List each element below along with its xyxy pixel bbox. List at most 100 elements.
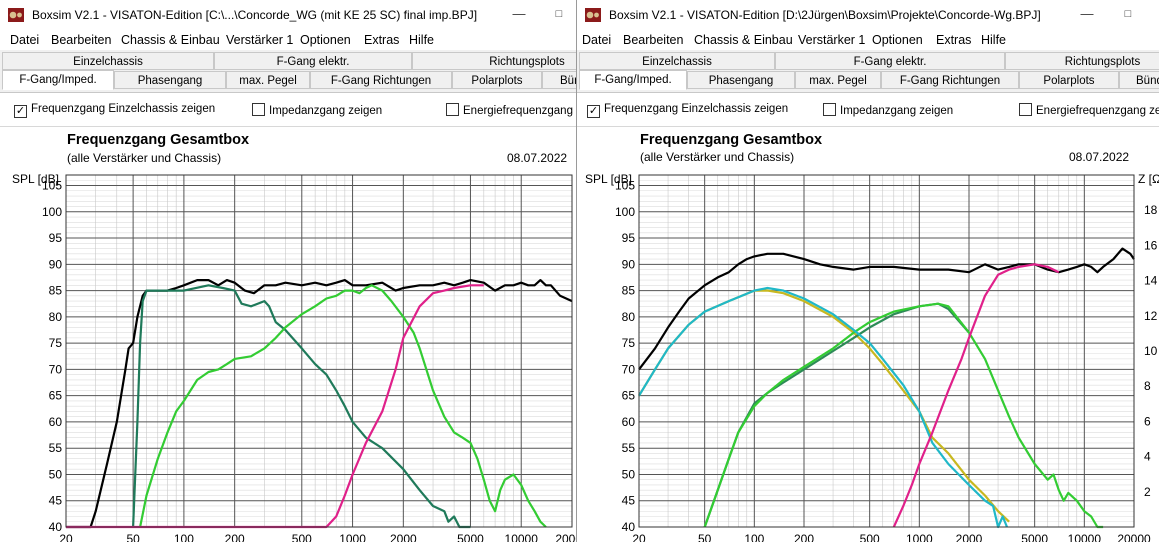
menu-datei[interactable]: Datei — [10, 33, 40, 47]
y-tick-label: 80 — [622, 310, 636, 324]
maximize-icon[interactable]: □ — [555, 8, 563, 20]
y-axis-label: SPL [dB] — [585, 172, 632, 186]
tab-f-gang-elektr[interactable]: F-Gang elektr. — [214, 52, 412, 70]
menu-hilfe[interactable]: Hilfe — [981, 33, 1007, 47]
checkbox-label: Impedanzgang zeigen — [269, 105, 383, 117]
menu-optionen[interactable]: Optionen — [300, 33, 351, 47]
y2-tick-label: 12 — [1144, 309, 1158, 323]
tab-f-gang-elektr[interactable]: F-Gang elektr. — [775, 52, 1005, 70]
title-bar[interactable]: Boxsim V2.1 - VISATON-Edition [C:\...\Co… — [0, 0, 576, 30]
tab-richtungsplots[interactable]: Richtungsplots — [412, 52, 576, 70]
series-line-2 — [132, 284, 471, 529]
menu-hilfe[interactable]: Hilfe — [409, 33, 435, 47]
x-tick-label: 2000 — [390, 532, 417, 542]
x-tick-label: 10000 — [1068, 532, 1102, 542]
checkbox-checked-icon: ✓ — [587, 105, 600, 118]
x-tick-label: 1000 — [906, 532, 933, 542]
y-tick-label: 75 — [622, 336, 636, 350]
menu-verstaerker[interactable]: Verstärker 1 — [798, 33, 866, 47]
series-line-1 — [66, 279, 573, 529]
x-tick-label: 500 — [860, 532, 880, 542]
divider — [0, 126, 576, 127]
tab-richtungsplots[interactable]: Richtungsplots — [1005, 52, 1159, 70]
tab-polarplots[interactable]: Polarplots — [452, 71, 542, 89]
y-tick-label: 90 — [622, 257, 636, 271]
tab-einzelchassis[interactable]: Einzelchassis — [579, 52, 775, 70]
menu-extras[interactable]: Extras — [936, 33, 972, 47]
minimize-icon[interactable]: — — [1080, 6, 1094, 21]
tab-phasengang[interactable]: Phasengang — [687, 71, 795, 89]
series-line-4 — [66, 284, 484, 529]
menu-bearbeiten[interactable]: Bearbeiten — [623, 33, 684, 47]
tab-f-gang-imped[interactable]: F-Gang/Imped. — [2, 70, 114, 90]
menu-bearbeiten[interactable]: Bearbeiten — [51, 33, 112, 47]
menu-verstaerker[interactable]: Verstärker 1 — [226, 33, 294, 47]
maximize-icon[interactable]: □ — [1124, 8, 1132, 20]
x-tick-label: 5000 — [457, 532, 484, 542]
checkbox-impedanz[interactable]: Impedanzgang zeigen — [823, 103, 953, 117]
y-tick-label: 60 — [49, 415, 63, 429]
chart-title: Frequenzgang Gesamtbox — [67, 132, 250, 148]
tab-buendelung[interactable]: Bündelu — [1119, 71, 1159, 89]
checkbox-einzelchassis[interactable]: ✓ Frequenzgang Einzelchassis zeigen — [14, 103, 215, 118]
series-line-5 — [638, 286, 1009, 529]
tab-f-gang-imped[interactable]: F-Gang/Imped. — [579, 70, 687, 90]
checkbox-einzelchassis[interactable]: ✓ Frequenzgang Einzelchassis zeigen — [587, 103, 788, 118]
boxsim-window-right: Boxsim V2.1 - VISATON-Edition [D:\2Jürge… — [576, 0, 1159, 542]
tab-f-gang-richtungen[interactable]: F-Gang Richtungen — [881, 71, 1019, 89]
tab-max-pegel[interactable]: max. Pegel — [795, 71, 881, 89]
y2-tick-label: 10 — [1144, 344, 1158, 358]
x-tick-label: 200 — [794, 532, 814, 542]
y-tick-label: 85 — [49, 284, 63, 298]
y-tick-label: 45 — [49, 494, 63, 508]
menu-extras[interactable]: Extras — [364, 33, 400, 47]
window-title: Boxsim V2.1 - VISATON-Edition [D:\2Jürge… — [609, 8, 1041, 22]
frequency-response-chart: 40 45 50 55 60 65 70 75 80 85 90 95 100 105 20 50 100 200… — [585, 172, 1159, 542]
y-tick-label: 95 — [49, 231, 63, 245]
menu-datei[interactable]: Datei — [582, 33, 612, 47]
title-bar[interactable]: Boxsim V2.1 - VISATON-Edition [D:\2Jürge… — [577, 0, 1159, 30]
x-tick-label: 200 — [225, 532, 245, 542]
chart-panel: ✓ Frequenzgang Einzelchassis zeigen Imped… — [0, 92, 576, 542]
tab-buendelung[interactable]: Bün — [542, 71, 576, 89]
tab-einzelchassis[interactable]: Einzelchassis — [2, 52, 214, 70]
boxsim-app-icon — [8, 8, 24, 22]
checkbox-energie[interactable]: Energiefrequenzgang ze — [446, 103, 576, 117]
series-line-3 — [139, 284, 547, 528]
menu-optionen[interactable]: Optionen — [872, 33, 923, 47]
y-tick-label: 55 — [622, 441, 636, 455]
y-tick-label: 40 — [622, 520, 636, 534]
menu-chassis-einbau[interactable]: Chassis & Einbau — [121, 33, 220, 47]
y2-tick-label: 2 — [1144, 485, 1151, 499]
chart-date: 08.07.2022 — [1069, 150, 1130, 164]
minimize-icon[interactable]: — — [512, 6, 526, 21]
y-tick-label: 105 — [615, 179, 635, 193]
checkbox-impedanz[interactable]: Impedanzgang zeigen — [252, 103, 382, 117]
y2-axis-label: Z [Ω] — [1138, 172, 1159, 186]
x-tick-label: 2000 — [956, 532, 983, 542]
checkbox-label: Energiefrequenzgang zeigen — [1036, 105, 1159, 117]
y-tick-label: 70 — [622, 362, 636, 376]
checkbox-energie[interactable]: Energiefrequenzgang zeigen — [1019, 103, 1159, 117]
checkbox-unchecked-icon — [252, 103, 265, 116]
y-tick-label: 100 — [42, 205, 62, 219]
tab-strip: Einzelchassis F-Gang elektr. Richtungspl… — [0, 52, 576, 92]
series-line-6 — [892, 263, 1060, 528]
y-tick-label: 75 — [49, 336, 63, 350]
y-tick-label: 40 — [49, 520, 63, 534]
checkbox-unchecked-icon — [1019, 103, 1032, 116]
tab-f-gang-richtungen[interactable]: F-Gang Richtungen — [310, 71, 452, 89]
menu-chassis-einbau[interactable]: Chassis & Einbau — [694, 33, 793, 47]
options-row: ✓ Frequenzgang Einzelchassis zeigen Imped… — [0, 93, 576, 125]
y-tick-label: 65 — [622, 389, 636, 403]
y2-tick-label: 14 — [1144, 274, 1158, 288]
x-tick-label: 5000 — [1021, 532, 1048, 542]
tab-max-pegel[interactable]: max. Pegel — [226, 71, 310, 89]
y2-tick-label: 16 — [1144, 238, 1158, 252]
divider — [577, 126, 1159, 127]
frequency-response-chart: 40 45 50 55 60 65 70 75 80 85 90 95 100 105 20 50 100 200… — [12, 172, 576, 542]
tab-polarplots[interactable]: Polarplots — [1019, 71, 1119, 89]
y-tick-label: 85 — [622, 284, 636, 298]
tab-phasengang[interactable]: Phasengang — [114, 71, 226, 89]
y2-tick-label: 18 — [1144, 203, 1158, 217]
